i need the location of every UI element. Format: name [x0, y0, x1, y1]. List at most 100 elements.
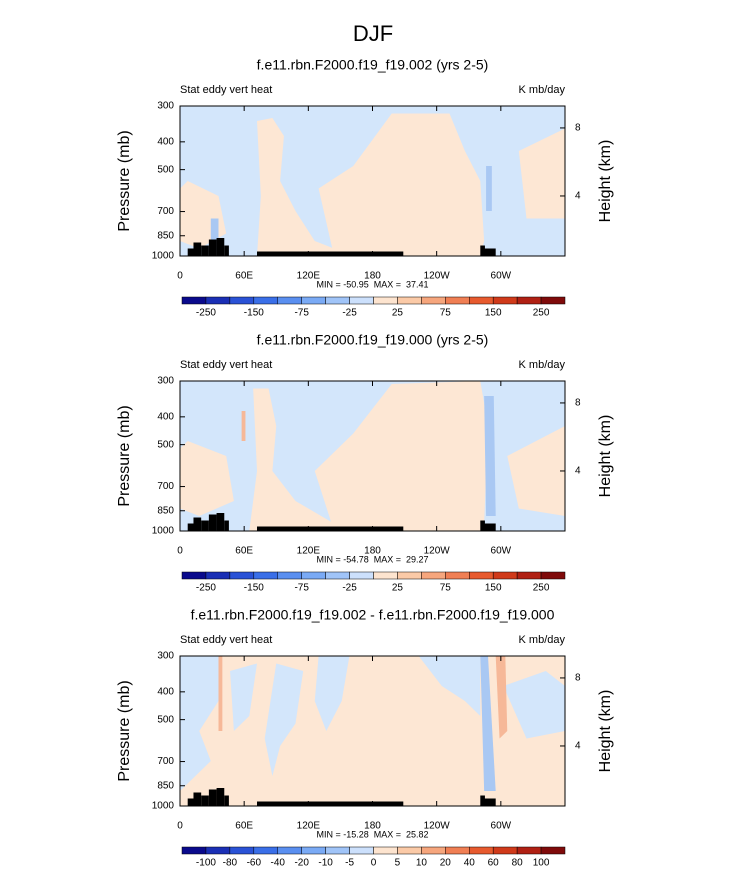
colorbar-label: -250 [196, 583, 216, 594]
contour-region [264, 663, 304, 776]
colorbar-box [277, 571, 302, 580]
x-tick-label: 0 [177, 271, 183, 282]
contour-region [486, 166, 492, 211]
topography [201, 245, 209, 256]
colorbar-box [516, 571, 542, 580]
colorbar-label: 80 [512, 858, 524, 869]
colorbar-box [181, 846, 207, 855]
topography [484, 248, 496, 256]
topography [193, 517, 202, 531]
contour-region [480, 656, 496, 791]
colorbar-label: -75 [294, 308, 309, 319]
right-label: K mb/day [519, 634, 566, 646]
colorbar-label: 40 [464, 858, 476, 869]
colorbar-box [516, 846, 542, 855]
colorbar-box [540, 296, 566, 305]
colorbar-box [229, 296, 255, 305]
x-tick-label: 60E [235, 271, 253, 282]
y2-tick-label: 4 [575, 741, 581, 752]
x-tick-label: 120E [297, 271, 321, 282]
contour-region [484, 396, 496, 516]
contour-region [218, 656, 223, 731]
x-tick-label: 0 [177, 821, 183, 832]
contour-region [314, 656, 350, 731]
y-tick-label: 500 [157, 164, 174, 175]
topography [224, 245, 229, 256]
colorbar-label: -150 [244, 583, 264, 594]
y-axis-label: Pressure (mb) [116, 680, 133, 781]
y-tick-label: 700 [157, 481, 174, 492]
y-tick-label: 300 [157, 651, 174, 662]
colorbar-box [229, 571, 255, 580]
topography [216, 513, 225, 531]
x-tick-label: 120W [424, 821, 451, 832]
colorbar-label: 5 [395, 858, 401, 869]
colorbar-box [540, 846, 566, 855]
y-tick-label: 300 [157, 376, 174, 387]
topography [224, 520, 229, 531]
x-tick-label: 120W [424, 271, 451, 282]
y2-axis-label: Height (km) [597, 690, 614, 773]
topography [201, 520, 209, 531]
colorbar-box [469, 846, 494, 855]
colorbar-box [469, 571, 494, 580]
min-max: MIN = -15.28 MAX = 25.82 [316, 829, 428, 839]
topography [480, 520, 485, 531]
colorbar-label: 10 [416, 858, 428, 869]
colorbar-label: 25 [392, 583, 404, 594]
left-label: Stat eddy vert heat [180, 634, 272, 646]
contour-region [518, 128, 565, 219]
contour-region [249, 388, 354, 531]
colorbar-label: 150 [485, 308, 502, 319]
colorbar-box [349, 296, 374, 305]
colorbar-box [373, 571, 398, 580]
colorbar-box [277, 296, 302, 305]
y-tick-label: 500 [157, 714, 174, 725]
y2-tick-label: 4 [575, 466, 581, 477]
topography [257, 526, 404, 531]
y2-axis-label: Height (km) [597, 140, 614, 223]
panel-title: f.e11.rbn.F2000.f19_f19.002 (yrs 2-5) [257, 57, 489, 73]
colorbar-label: 0 [371, 858, 377, 869]
right-label: K mb/day [519, 84, 566, 96]
colorbar-box [540, 571, 566, 580]
x-tick-label: 60W [491, 821, 512, 832]
topography [257, 801, 404, 806]
colorbar-label: 100 [533, 858, 550, 869]
right-label: K mb/day [519, 359, 566, 371]
topography [208, 789, 217, 806]
colorbar-box [397, 846, 422, 855]
colorbar-box [469, 296, 494, 305]
panel-title: f.e11.rbn.F2000.f19_f19.000 (yrs 2-5) [257, 332, 489, 348]
colorbar-box [492, 846, 518, 855]
topography [193, 792, 202, 806]
colorbar-label: -250 [196, 308, 216, 319]
x-tick-label: 120E [297, 546, 321, 557]
y-tick-label: 850 [157, 780, 174, 791]
x-tick-label: 60W [491, 271, 512, 282]
panel-title: f.e11.rbn.F2000.f19_f19.002 - f.e11.rbn.… [191, 607, 555, 623]
panel: f.e11.rbn.F2000.f19_f19.000 (yrs 2-5) Sta… [116, 332, 614, 594]
y2-tick-label: 4 [575, 191, 581, 202]
contour-region [257, 118, 354, 256]
colorbar-box [445, 296, 470, 305]
colorbar-box [397, 571, 422, 580]
x-tick-label: 180 [364, 546, 381, 557]
colorbar-box [492, 296, 518, 305]
colorbar-label: -10 [318, 858, 333, 869]
colorbar-label: 60 [488, 858, 500, 869]
x-tick-label: 180 [364, 821, 381, 832]
contour-region [503, 671, 565, 739]
colorbar-label: -20 [294, 858, 309, 869]
x-tick-label: 60E [235, 821, 253, 832]
y-tick-label: 400 [157, 686, 174, 697]
topography [208, 514, 217, 531]
colorbar-box [277, 846, 302, 855]
topography [208, 239, 217, 256]
x-tick-label: 0 [177, 546, 183, 557]
colorbar-label: -60 [247, 858, 262, 869]
x-tick-label: 120W [424, 546, 451, 557]
contour-region [418, 656, 481, 716]
colorbar-box [373, 846, 398, 855]
contour-region [210, 218, 219, 241]
